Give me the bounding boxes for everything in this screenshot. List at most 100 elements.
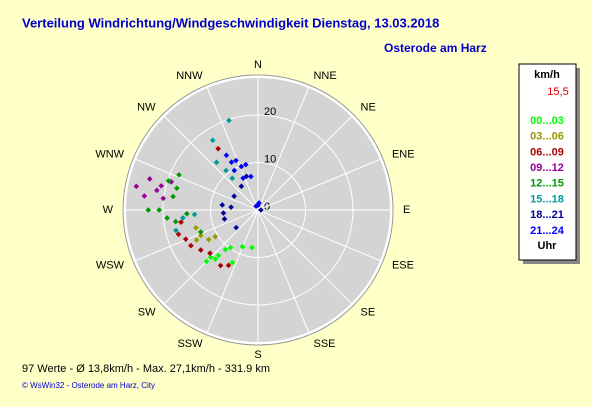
- wind-point: [258, 207, 264, 213]
- spoke: [257, 209, 382, 262]
- legend-current: 15,5: [547, 86, 568, 98]
- wind-point: [165, 178, 172, 184]
- wind-point: [222, 246, 229, 253]
- wind-point: [248, 173, 254, 180]
- direction-label: NW: [137, 101, 156, 113]
- legend-box: [518, 63, 577, 261]
- wind-point: [217, 262, 224, 269]
- spoke: [134, 209, 259, 262]
- r-tick-label: 20: [264, 106, 276, 118]
- wind-point: [243, 161, 249, 168]
- r-tick-label: 0: [264, 201, 270, 213]
- wind-point: [239, 243, 246, 250]
- direction-label: W: [103, 204, 114, 216]
- wind-point: [220, 210, 227, 216]
- wind-point: [233, 157, 239, 164]
- wind-point: [175, 231, 182, 238]
- legend-entry: 00...03: [530, 115, 564, 127]
- wind-point: [172, 218, 179, 225]
- spoke: [257, 209, 353, 305]
- wind-point: [212, 233, 219, 240]
- legend-entry: 18...21: [530, 209, 564, 221]
- legend-footer: Uhr: [538, 240, 558, 252]
- legend-entry: 03...06: [530, 131, 564, 143]
- wind-point: [184, 210, 190, 217]
- legend-entry: 21...24: [530, 225, 565, 237]
- spoke: [257, 158, 382, 211]
- spoke: [206, 209, 259, 334]
- wind-point: [207, 254, 214, 261]
- direction-label: S: [254, 349, 261, 361]
- wind-point: [215, 252, 222, 259]
- wind-point: [229, 259, 236, 266]
- wind-point: [223, 167, 229, 174]
- wind-point: [253, 203, 259, 209]
- wind-point: [207, 250, 213, 257]
- wind-point: [197, 229, 204, 235]
- wind-point: [226, 117, 232, 124]
- legend-title: km/h: [534, 69, 560, 81]
- wind-point: [141, 193, 148, 199]
- wind-point: [213, 159, 220, 166]
- chart-subtitle: Osterode am Harz: [384, 41, 487, 55]
- wind-point: [221, 216, 228, 222]
- wind-point: [231, 193, 237, 200]
- direction-label: N: [254, 59, 262, 71]
- legend-entry: 15...18: [530, 193, 564, 205]
- wind-point: [193, 225, 199, 231]
- wind-point: [209, 137, 216, 144]
- direction-label: SW: [138, 306, 156, 318]
- wind-point: [240, 175, 246, 181]
- credit: © WsWin32 - Osterode am Harz, City: [22, 381, 155, 390]
- wind-point: [219, 202, 226, 208]
- wind-point: [243, 173, 250, 180]
- spoke: [257, 209, 310, 334]
- wind-point: [164, 215, 170, 221]
- wind-point: [205, 236, 212, 243]
- wind-point: [225, 262, 232, 269]
- wind-point: [197, 232, 204, 239]
- wind-point: [233, 224, 240, 231]
- direction-label: NE: [361, 101, 376, 113]
- wind-point: [160, 195, 167, 202]
- spoke: [206, 86, 259, 211]
- spoke: [257, 86, 310, 211]
- legend-entry: 09...12: [530, 162, 564, 174]
- r-tick-label: 10: [264, 153, 276, 165]
- wind-point: [249, 244, 255, 251]
- wind-point: [178, 219, 184, 225]
- wind-point: [228, 159, 235, 166]
- wind-point: [173, 185, 180, 192]
- wind-point: [176, 172, 182, 178]
- wind-point: [193, 237, 200, 243]
- wind-point: [229, 175, 236, 182]
- wind-point: [180, 215, 186, 221]
- wind-point: [133, 183, 140, 190]
- wind-point: [203, 258, 210, 265]
- direction-label: WNW: [95, 148, 124, 160]
- wind-point: [227, 244, 234, 251]
- direction-label: ENE: [392, 148, 415, 160]
- wind-point: [256, 200, 262, 206]
- direction-label: WSW: [96, 259, 125, 271]
- wind-point: [170, 193, 176, 200]
- footer: 97 Werte - Ø 13,8km/h - Max. 27,1km/h - …: [22, 363, 270, 375]
- legend-entry: 06...09: [530, 146, 564, 158]
- chart-title: Verteilung Windrichtung/Windgeschwindigk…: [22, 15, 439, 30]
- legend-entry: 12...15: [530, 178, 564, 190]
- spoke: [134, 158, 259, 211]
- direction-label: ESE: [392, 259, 414, 271]
- wind-point: [212, 256, 219, 262]
- wind-point: [158, 183, 165, 189]
- wind-point: [231, 167, 238, 174]
- wind-point: [238, 183, 245, 190]
- direction-label: NNE: [313, 70, 336, 82]
- direction-label: SSE: [313, 338, 335, 350]
- wind-point: [146, 176, 153, 182]
- wind-point: [215, 145, 221, 152]
- wind-point: [154, 187, 160, 194]
- wind-point: [173, 227, 179, 234]
- wind-point: [198, 247, 204, 253]
- direction-label: E: [403, 204, 410, 216]
